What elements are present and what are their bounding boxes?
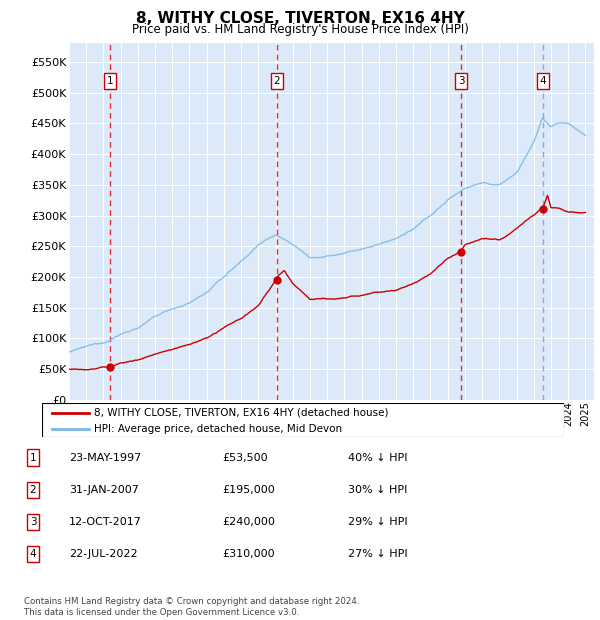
Text: Price paid vs. HM Land Registry's House Price Index (HPI): Price paid vs. HM Land Registry's House … — [131, 23, 469, 36]
Text: 31-JAN-2007: 31-JAN-2007 — [69, 485, 139, 495]
Text: 1: 1 — [29, 453, 37, 463]
Text: 12-OCT-2017: 12-OCT-2017 — [69, 517, 142, 527]
Text: 27% ↓ HPI: 27% ↓ HPI — [348, 549, 407, 559]
Text: 30% ↓ HPI: 30% ↓ HPI — [348, 485, 407, 495]
Text: 1: 1 — [107, 76, 113, 86]
Text: 2: 2 — [29, 485, 37, 495]
Text: £195,000: £195,000 — [222, 485, 275, 495]
Text: 3: 3 — [29, 517, 37, 527]
Text: 4: 4 — [29, 549, 37, 559]
Text: 22-JUL-2022: 22-JUL-2022 — [69, 549, 137, 559]
Text: 3: 3 — [458, 76, 464, 86]
Text: 8, WITHY CLOSE, TIVERTON, EX16 4HY: 8, WITHY CLOSE, TIVERTON, EX16 4HY — [136, 11, 464, 26]
Text: £240,000: £240,000 — [222, 517, 275, 527]
Text: 23-MAY-1997: 23-MAY-1997 — [69, 453, 141, 463]
Text: 2: 2 — [274, 76, 280, 86]
Text: Contains HM Land Registry data © Crown copyright and database right 2024.
This d: Contains HM Land Registry data © Crown c… — [24, 598, 359, 617]
Text: 8, WITHY CLOSE, TIVERTON, EX16 4HY (detached house): 8, WITHY CLOSE, TIVERTON, EX16 4HY (deta… — [94, 407, 389, 417]
Text: 29% ↓ HPI: 29% ↓ HPI — [348, 517, 407, 527]
Text: £53,500: £53,500 — [222, 453, 268, 463]
Text: 40% ↓ HPI: 40% ↓ HPI — [348, 453, 407, 463]
Text: 4: 4 — [540, 76, 547, 86]
Text: £310,000: £310,000 — [222, 549, 275, 559]
Text: HPI: Average price, detached house, Mid Devon: HPI: Average price, detached house, Mid … — [94, 424, 343, 434]
